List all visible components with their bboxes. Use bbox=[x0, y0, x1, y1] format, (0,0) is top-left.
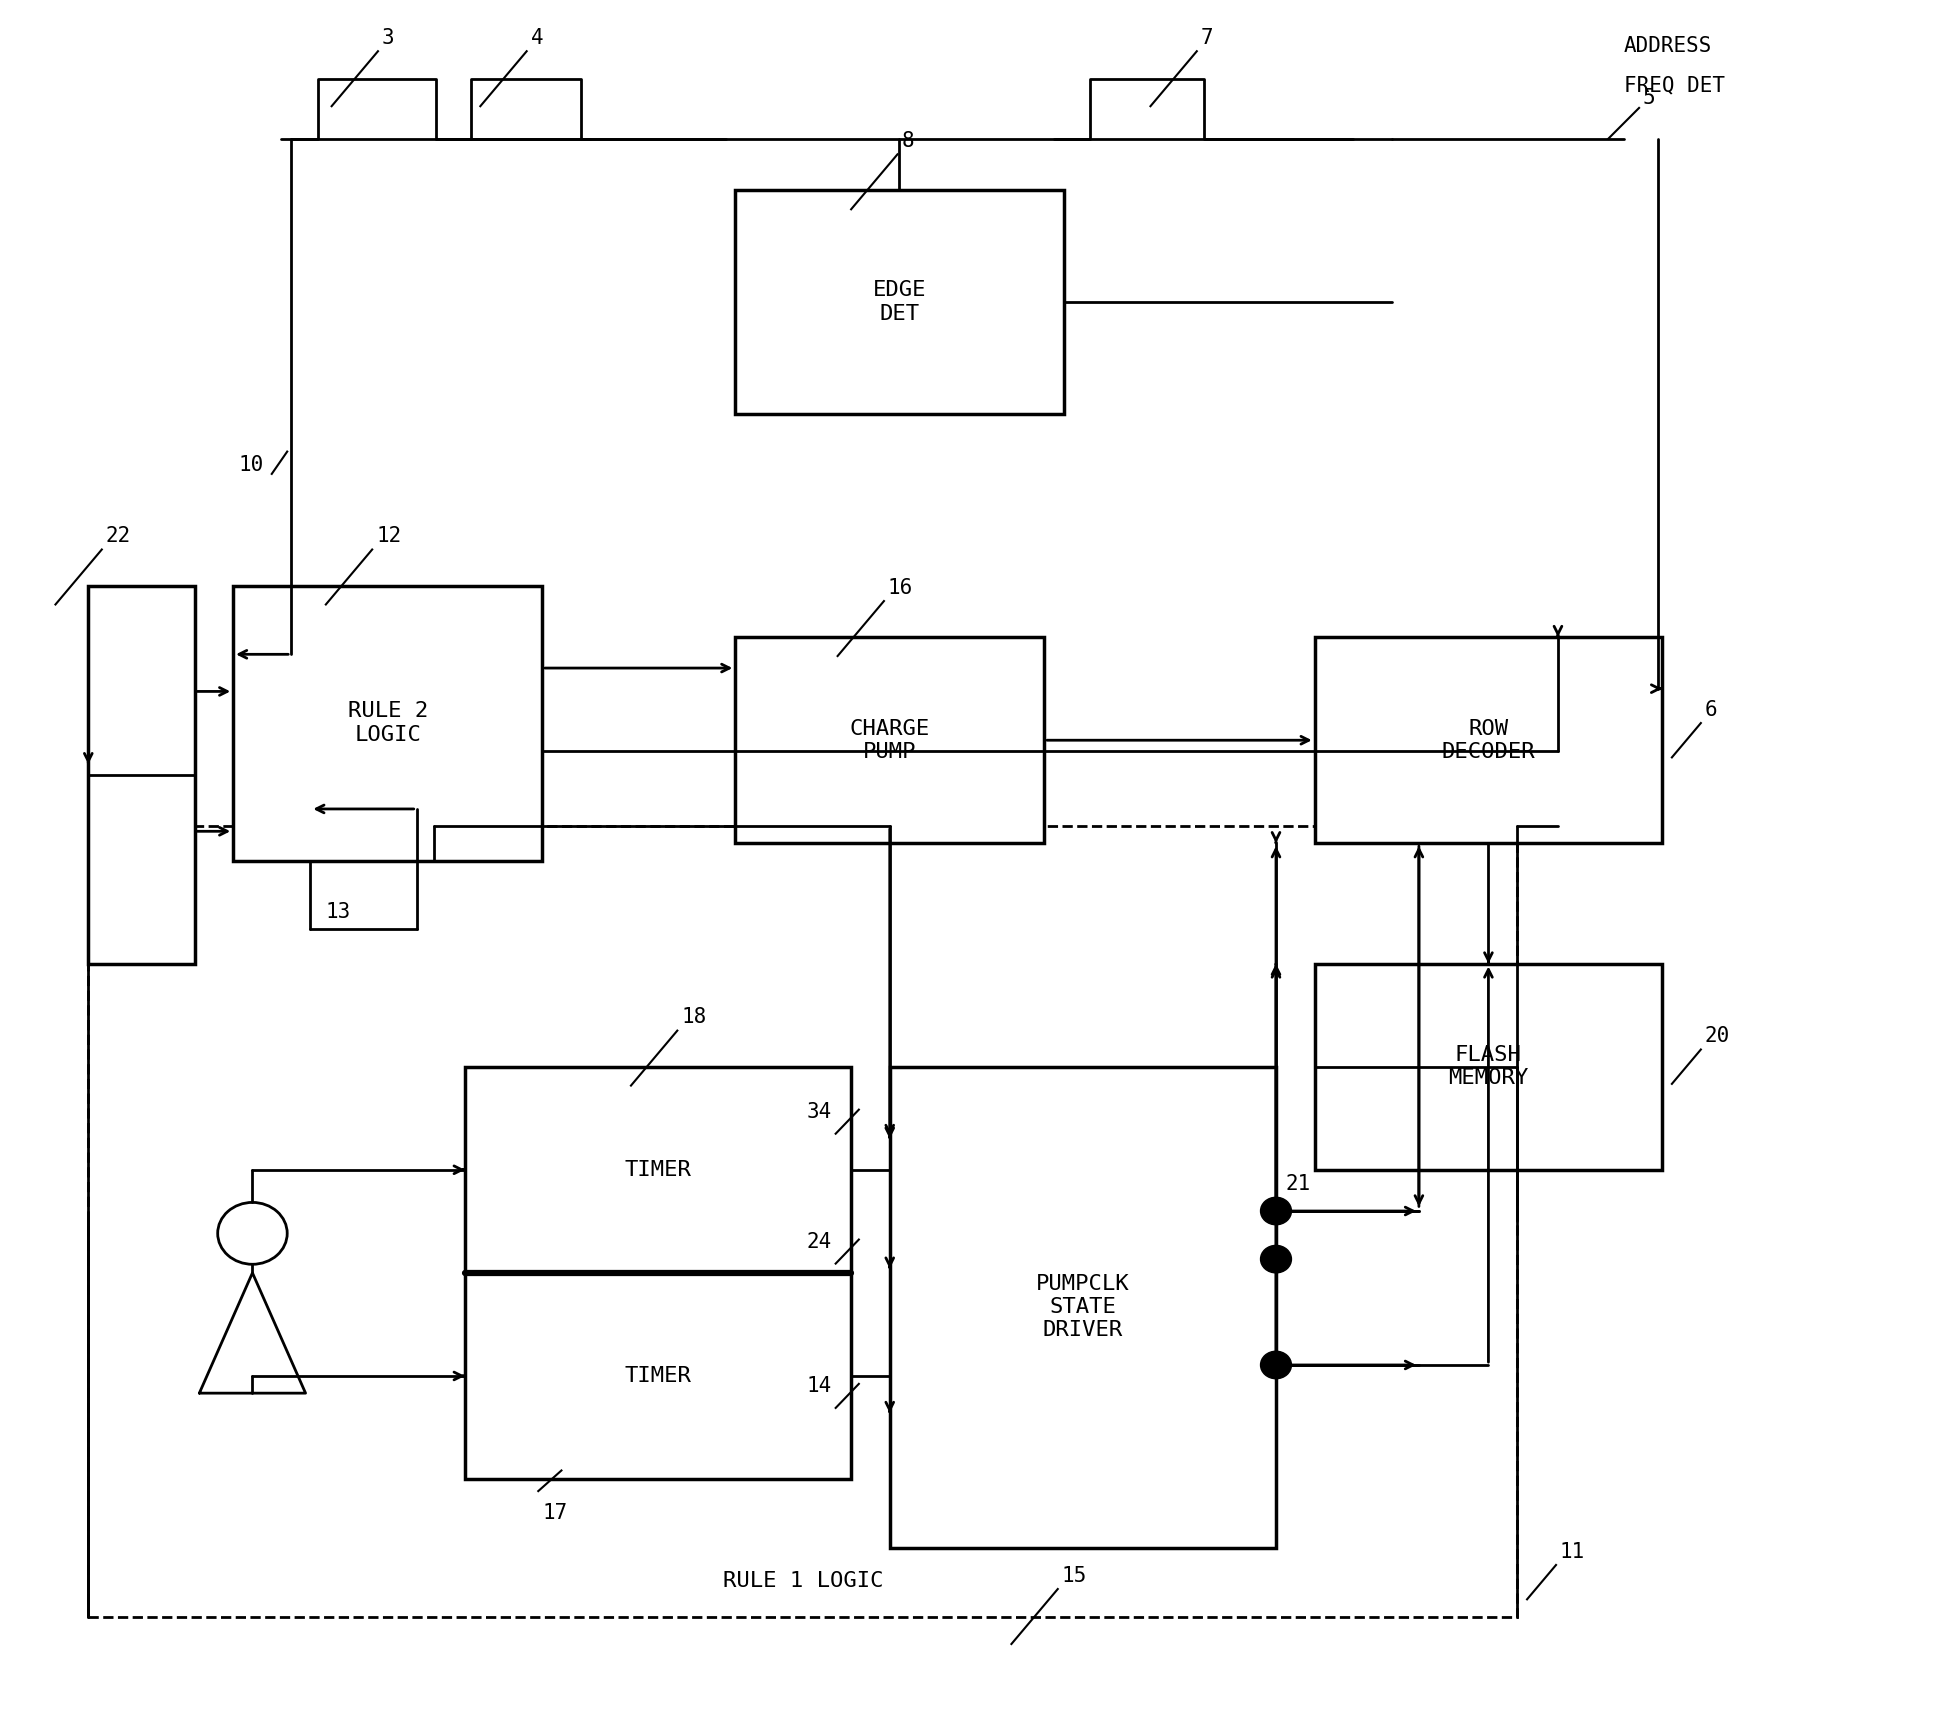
Text: 18: 18 bbox=[681, 1007, 706, 1027]
Text: PUMPCLK
STATE
DRIVER: PUMPCLK STATE DRIVER bbox=[1037, 1274, 1129, 1341]
Text: 24: 24 bbox=[806, 1232, 832, 1251]
FancyBboxPatch shape bbox=[464, 1067, 851, 1478]
Text: 8: 8 bbox=[901, 131, 915, 151]
Text: RULE 2
LOGIC: RULE 2 LOGIC bbox=[348, 702, 427, 745]
Text: ROW
DECODER: ROW DECODER bbox=[1441, 719, 1536, 762]
Text: TIMER: TIMER bbox=[625, 1160, 692, 1181]
Text: RULE 1 LOGIC: RULE 1 LOGIC bbox=[723, 1571, 884, 1590]
FancyBboxPatch shape bbox=[735, 637, 1044, 843]
Text: 7: 7 bbox=[1201, 28, 1213, 48]
Text: 3: 3 bbox=[381, 28, 395, 48]
Text: TIMER: TIMER bbox=[625, 1366, 692, 1385]
FancyBboxPatch shape bbox=[89, 585, 195, 964]
Text: 13: 13 bbox=[325, 902, 352, 922]
Text: 34: 34 bbox=[806, 1101, 832, 1122]
Circle shape bbox=[1261, 1198, 1292, 1225]
FancyBboxPatch shape bbox=[1315, 637, 1661, 843]
Text: FREQ DET: FREQ DET bbox=[1625, 76, 1725, 96]
Text: ADDRESS: ADDRESS bbox=[1625, 36, 1712, 57]
Text: 22: 22 bbox=[106, 527, 132, 546]
Circle shape bbox=[1261, 1246, 1292, 1274]
Circle shape bbox=[1261, 1351, 1292, 1379]
FancyBboxPatch shape bbox=[234, 585, 542, 860]
Text: 4: 4 bbox=[530, 28, 543, 48]
Text: 6: 6 bbox=[1704, 700, 1717, 719]
Text: 20: 20 bbox=[1704, 1026, 1731, 1046]
FancyBboxPatch shape bbox=[89, 826, 1518, 1616]
Text: 12: 12 bbox=[375, 527, 400, 546]
Text: EDGE
DET: EDGE DET bbox=[872, 281, 926, 324]
FancyBboxPatch shape bbox=[735, 191, 1064, 413]
Text: 21: 21 bbox=[1286, 1174, 1311, 1194]
FancyBboxPatch shape bbox=[890, 1067, 1276, 1547]
Text: 14: 14 bbox=[806, 1375, 832, 1396]
FancyBboxPatch shape bbox=[1315, 964, 1661, 1170]
Text: 16: 16 bbox=[888, 578, 913, 597]
Text: 15: 15 bbox=[1062, 1566, 1087, 1585]
Text: CHARGE
PUMP: CHARGE PUMP bbox=[849, 719, 930, 762]
Text: FLASH
MEMORY: FLASH MEMORY bbox=[1449, 1045, 1528, 1088]
Text: 17: 17 bbox=[542, 1502, 567, 1523]
Text: 5: 5 bbox=[1642, 88, 1656, 108]
Text: 11: 11 bbox=[1561, 1542, 1586, 1561]
Text: 10: 10 bbox=[238, 456, 265, 475]
